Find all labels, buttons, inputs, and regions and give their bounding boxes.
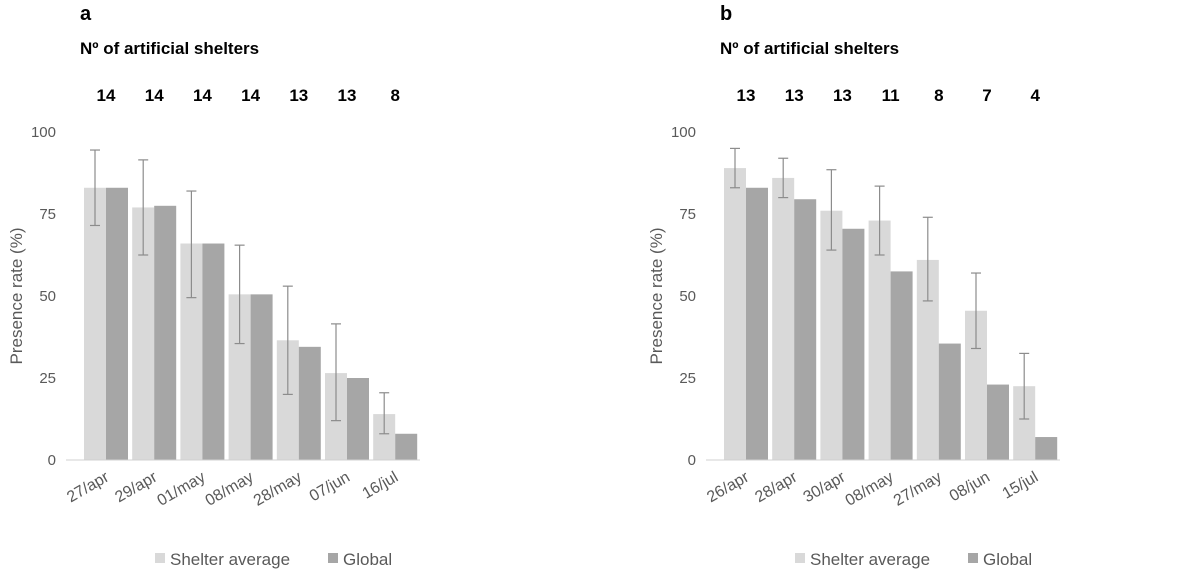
panel-a: a Nº of artificial shelters 14 14 14 14 13 13 8 P… bbox=[7, 3, 420, 569]
shelter-count-label: 11 bbox=[882, 86, 900, 105]
bar-shelter-average bbox=[84, 187, 106, 460]
x-tick-label: 08/may bbox=[203, 469, 257, 510]
bar-global bbox=[250, 294, 273, 460]
bar-shelter-average bbox=[965, 310, 987, 460]
x-tick-label: 27/may bbox=[891, 469, 945, 510]
x-tick-label: 01/may bbox=[154, 469, 208, 510]
shelter-count-label: 14 bbox=[193, 86, 212, 105]
x-tick-label: 15/jul bbox=[1000, 469, 1042, 503]
y-tick-label: 50 bbox=[679, 288, 696, 305]
y-tick-label: 0 bbox=[48, 452, 56, 469]
y-tick-label: 25 bbox=[39, 370, 56, 387]
shelter-count-label: 14 bbox=[145, 86, 164, 105]
y-tick-label: 100 bbox=[671, 124, 696, 141]
x-tick-label: 29/apr bbox=[112, 468, 160, 506]
legend-swatch-global bbox=[968, 553, 978, 563]
bar-shelter-average bbox=[772, 177, 795, 461]
shelter-count-label: 13 bbox=[338, 86, 357, 105]
x-tick-label: 08/jun bbox=[947, 469, 993, 506]
shelter-count-label: 13 bbox=[833, 86, 852, 105]
legend-label: Global bbox=[983, 550, 1032, 569]
shelter-count-label: 13 bbox=[737, 86, 756, 105]
bar-global bbox=[154, 205, 177, 460]
x-tick-label: 27/apr bbox=[64, 468, 112, 506]
legend-swatch-shelter-average bbox=[155, 553, 165, 563]
shelter-count-label: 13 bbox=[289, 86, 308, 105]
bar-shelter-average bbox=[724, 168, 746, 460]
legend-label: Shelter average bbox=[170, 550, 290, 569]
legend-swatch-global bbox=[328, 553, 338, 563]
bar-global bbox=[106, 187, 128, 460]
shelter-count-label: 4 bbox=[1030, 86, 1040, 105]
legend: Shelter average Global bbox=[155, 550, 392, 569]
y-tick-label: 50 bbox=[39, 288, 56, 305]
bar-shelter-average bbox=[373, 414, 396, 460]
legend: Shelter average Global bbox=[795, 550, 1032, 569]
shelter-count-label: 13 bbox=[785, 86, 804, 105]
x-tick-label: 08/may bbox=[843, 469, 897, 510]
bar-shelter-average bbox=[1013, 386, 1036, 460]
shelter-count-title: Nº of artificial shelters bbox=[720, 39, 899, 58]
legend-label: Global bbox=[343, 550, 392, 569]
bar-shelter-average bbox=[180, 243, 203, 460]
bar-shelter-average bbox=[276, 340, 299, 460]
bar-global bbox=[1035, 437, 1058, 460]
panel-letter: a bbox=[80, 3, 92, 25]
panel-letter: b bbox=[720, 3, 732, 25]
bar-global bbox=[890, 271, 913, 460]
bar-global bbox=[202, 243, 225, 460]
shelter-count-title: Nº of artificial shelters bbox=[80, 39, 259, 58]
bar-shelter-average bbox=[916, 259, 939, 460]
bar-shelter-average bbox=[228, 294, 251, 460]
bar-global bbox=[347, 378, 369, 460]
bar-global bbox=[298, 346, 321, 460]
panel-b: b Nº of artificial shelters 13 13 13 11 8 7 4 Pre… bbox=[647, 3, 1060, 569]
x-tick-label: 16/jul bbox=[360, 469, 402, 503]
legend-swatch-shelter-average bbox=[795, 553, 805, 563]
bar-global bbox=[794, 199, 817, 461]
y-axis-title: Presence rate (%) bbox=[647, 228, 666, 365]
y-axis-title: Presence rate (%) bbox=[7, 228, 26, 365]
y-tick-label: 100 bbox=[31, 124, 56, 141]
x-tick-label: 30/apr bbox=[801, 468, 849, 506]
shelter-count-label: 7 bbox=[982, 86, 991, 105]
bar-global bbox=[395, 433, 418, 460]
y-tick-label: 25 bbox=[679, 370, 696, 387]
y-tick-label: 0 bbox=[688, 452, 696, 469]
bar-global bbox=[746, 187, 768, 460]
shelter-count-label: 14 bbox=[97, 86, 116, 105]
bar-global bbox=[938, 343, 961, 460]
x-tick-label: 26/apr bbox=[704, 468, 752, 506]
shelter-count-label: 8 bbox=[390, 86, 399, 105]
shelter-count-label: 14 bbox=[241, 86, 260, 105]
y-tick-label: 75 bbox=[39, 206, 56, 223]
bar-shelter-average bbox=[868, 220, 891, 460]
x-tick-label: 07/jun bbox=[307, 469, 353, 506]
bar-global bbox=[987, 384, 1009, 460]
shelter-count-label: 8 bbox=[934, 86, 943, 105]
y-tick-label: 75 bbox=[679, 206, 696, 223]
bar-shelter-average bbox=[820, 210, 843, 460]
bar-global bbox=[842, 228, 865, 460]
x-tick-label: 28/may bbox=[251, 469, 305, 510]
legend-label: Shelter average bbox=[810, 550, 930, 569]
x-tick-label: 28/apr bbox=[752, 468, 800, 506]
bar-shelter-average bbox=[132, 207, 155, 460]
